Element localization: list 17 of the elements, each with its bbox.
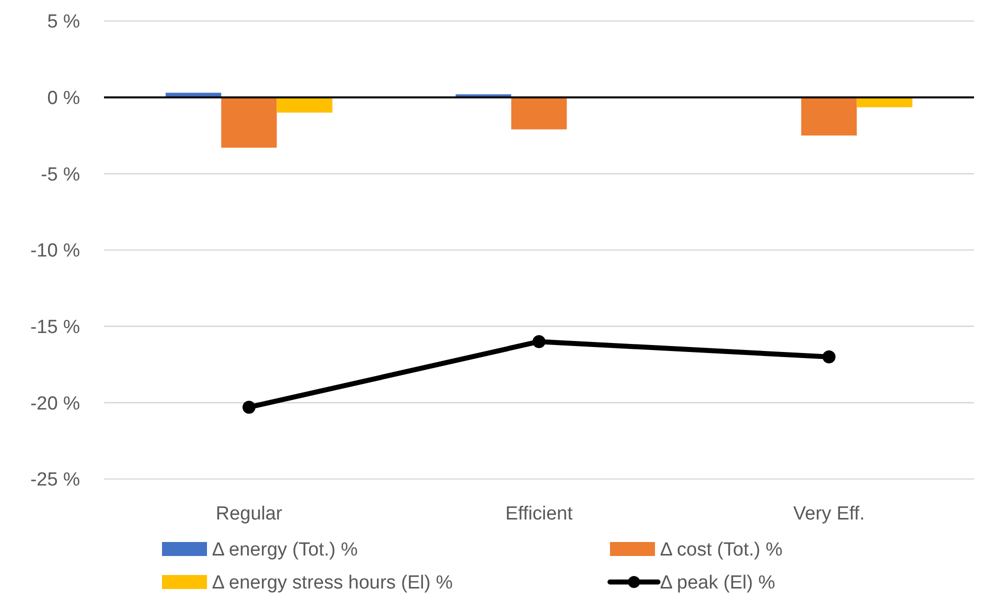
y-tick-label: -15 % xyxy=(30,316,80,338)
legend-label: Δ energy (Tot.) % xyxy=(212,540,358,561)
point xyxy=(242,400,256,414)
y-tick-label: 0 % xyxy=(47,88,80,109)
y-tick-label: 5 % xyxy=(47,12,80,33)
y-tick-label: -10 % xyxy=(30,240,80,262)
y-tick-label: -20 % xyxy=(30,393,80,414)
point xyxy=(532,335,546,348)
x-tick-label: Regular xyxy=(216,504,283,525)
y-tick-label: -25 % xyxy=(30,470,80,491)
y-tick-label: -5 % xyxy=(40,164,80,186)
x-tick-label: Efficient xyxy=(505,504,574,525)
legend-label: Δ cost (Tot.) % xyxy=(660,540,783,561)
x-tick-label: Very Eff. xyxy=(793,504,865,525)
legend-label: Δ energy stress hours (El) % xyxy=(212,572,453,594)
legend-label: Δ peak (El) % xyxy=(660,572,776,594)
point xyxy=(822,350,836,364)
